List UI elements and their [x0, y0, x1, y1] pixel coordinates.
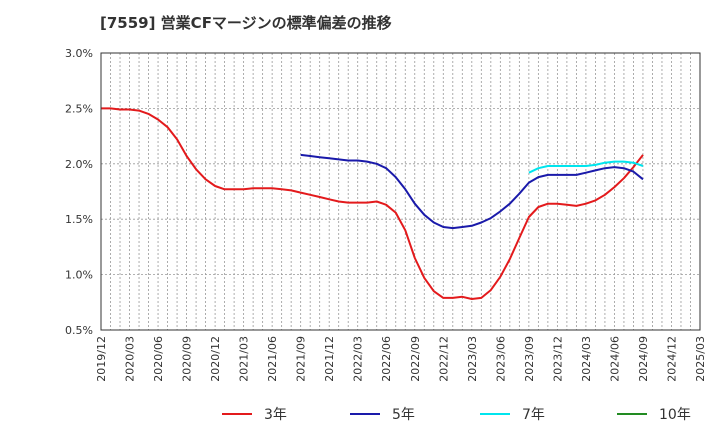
- chart-title: [7559] 営業CFマージンの標準偏差の推移: [100, 14, 392, 32]
- legend-label: 5年: [392, 407, 415, 423]
- x-tick-label: 2024/12: [665, 336, 678, 382]
- x-tick-label: 2023/03: [466, 336, 479, 382]
- legend-label: 10年: [659, 407, 691, 423]
- x-tick-label: 2021/09: [295, 336, 308, 382]
- x-tick-label: 2022/03: [352, 336, 365, 382]
- y-tick-label: 2.0%: [65, 158, 93, 171]
- x-tick-label: 2020/03: [124, 336, 137, 382]
- legend-label: 7年: [522, 407, 545, 423]
- y-tick-label: 1.0%: [65, 269, 93, 282]
- series-line-7年: [528, 160, 644, 174]
- x-tick-label: 2021/06: [266, 336, 279, 382]
- x-tick-label: 2020/09: [181, 336, 194, 382]
- series-line-5年: [300, 153, 644, 230]
- x-tick-label: 2024/06: [608, 336, 621, 382]
- plot-frame: [100, 52, 701, 331]
- x-tick-label: 2022/06: [380, 336, 393, 382]
- x-tick-label: 2023/09: [523, 336, 536, 382]
- x-tick-label: 2021/12: [323, 336, 336, 382]
- x-tick-label: 2024/03: [580, 336, 593, 382]
- x-axis-ticks: 2019/12 2020/03 2020/06 2020/09 2020/12 2021/…: [95, 336, 707, 382]
- x-tick-label: 2023/06: [494, 336, 507, 382]
- series-line-3年: [101, 107, 644, 300]
- x-tick-label: 2024/09: [637, 336, 650, 382]
- x-tick-label: 2025/03: [694, 336, 707, 382]
- y-axis-ticks: 0.5% 1.0% 1.5% 2.0% 2.5% 3.0%: [65, 47, 93, 337]
- y-tick-label: 0.5%: [65, 324, 93, 337]
- x-tick-label: 2020/12: [209, 336, 222, 382]
- y-tick-label: 1.5%: [65, 213, 93, 226]
- legend-label: 3年: [264, 407, 287, 423]
- x-tick-label: 2022/12: [437, 336, 450, 382]
- legend: 3年 5年 7年 10年: [222, 407, 691, 423]
- y-tick-label: 2.5%: [65, 102, 93, 115]
- x-tick-label: 2019/12: [95, 336, 108, 382]
- x-tick-label: 2022/09: [409, 336, 422, 382]
- x-tick-label: 2020/06: [152, 336, 165, 382]
- series-lines: [101, 107, 644, 300]
- x-tick-label: 2023/12: [551, 336, 564, 382]
- y-tick-label: 3.0%: [65, 47, 93, 60]
- x-tick-label: 2021/03: [238, 336, 251, 382]
